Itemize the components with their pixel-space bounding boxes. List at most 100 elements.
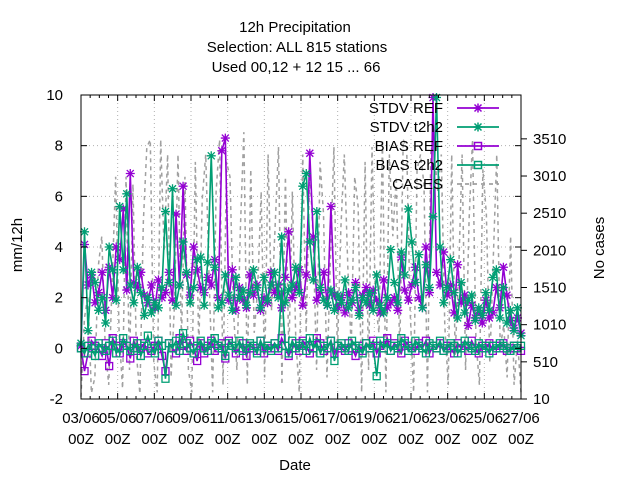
- x-tick-label-date: 23/06: [429, 410, 467, 427]
- legend: STDV REF STDV t2h2 BIAS REF BIAS t2h2 CASES: [369, 100, 499, 193]
- x-tick-label-date: 05/06: [99, 410, 137, 427]
- data-point: [273, 293, 283, 303]
- data-point: [199, 288, 209, 298]
- data-point: [164, 277, 174, 287]
- data-point: [221, 351, 230, 361]
- data-point: [375, 300, 385, 310]
- data-point: [432, 267, 442, 277]
- y-axis-label: mm/12h: [9, 218, 26, 272]
- data-point: [372, 270, 382, 280]
- data-point: [80, 227, 90, 237]
- data-point: [277, 232, 287, 242]
- data-point: [354, 344, 364, 353]
- data-point: [372, 372, 381, 381]
- data-point: [361, 283, 371, 293]
- data-point: [284, 285, 294, 295]
- data-point: [252, 349, 262, 358]
- data-point: [196, 283, 206, 293]
- data-point: [344, 303, 354, 313]
- y-tick-label: 6: [55, 188, 63, 205]
- data-point: [143, 331, 153, 340]
- data-point: [446, 280, 456, 290]
- data-point: [238, 295, 248, 305]
- data-point: [495, 313, 505, 323]
- data-point: [234, 293, 244, 303]
- data-point: [104, 262, 114, 272]
- data-point: [277, 303, 287, 313]
- data-point: [182, 267, 192, 277]
- data-point: [87, 267, 97, 277]
- legend-label: BIAS REF: [375, 138, 443, 155]
- data-point: [397, 334, 406, 343]
- data-point: [301, 270, 311, 280]
- data-point: [322, 300, 332, 310]
- x-tick-label-hour: 00Z: [471, 431, 497, 448]
- data-point: [168, 184, 178, 194]
- data-point: [421, 260, 431, 270]
- data-point: [171, 336, 181, 345]
- x-tick-label-hour: 00Z: [105, 431, 131, 448]
- data-point: [245, 288, 255, 298]
- data-point: [502, 290, 512, 300]
- data-point: [203, 257, 213, 267]
- data-point: [192, 265, 202, 275]
- data-point: [403, 204, 413, 214]
- data-point: [139, 310, 149, 320]
- data-point: [160, 207, 170, 217]
- data-point: [118, 265, 128, 275]
- data-point: [390, 341, 399, 350]
- data-point: [224, 290, 234, 300]
- data-point: [111, 295, 121, 305]
- data-point: [291, 344, 300, 353]
- data-point: [178, 237, 188, 247]
- data-point: [242, 344, 251, 353]
- data-point: [421, 242, 431, 252]
- data-point: [369, 341, 378, 350]
- x-tick-label-date: 13/06: [246, 410, 284, 427]
- data-point: [389, 293, 399, 303]
- data-point: [115, 201, 125, 211]
- data-point: [315, 283, 325, 293]
- data-point: [115, 344, 124, 353]
- data-point: [192, 255, 202, 265]
- data-point: [354, 310, 364, 320]
- data-point: [175, 280, 185, 290]
- data-point: [298, 181, 308, 191]
- data-point: [340, 275, 350, 285]
- data-point: [139, 290, 149, 300]
- data-point: [386, 298, 396, 308]
- data-point: [319, 341, 329, 350]
- data-point: [210, 262, 220, 272]
- title-line-2: Selection: ALL 815 stations: [207, 39, 387, 56]
- data-point: [132, 283, 142, 293]
- data-point: [203, 272, 213, 282]
- data-point: [428, 341, 438, 350]
- data-point: [460, 290, 470, 300]
- data-point: [467, 300, 477, 310]
- data-point: [217, 146, 227, 156]
- data-point: [308, 232, 318, 242]
- data-point: [284, 349, 293, 358]
- data-point: [329, 305, 339, 315]
- data-point: [403, 295, 413, 305]
- x-tick-label-hour: 00Z: [68, 431, 94, 448]
- data-point: [270, 339, 279, 348]
- data-point: [365, 344, 374, 353]
- data-point: [456, 298, 466, 308]
- x-tick-label-hour: 00Z: [141, 431, 167, 448]
- data-point: [90, 298, 100, 308]
- data-point: [393, 305, 403, 315]
- data-point: [474, 303, 484, 313]
- data-point: [206, 280, 216, 290]
- data-point: [351, 277, 361, 287]
- data-point: [248, 290, 258, 300]
- data-point: [516, 341, 526, 350]
- x-tick-label-hour: 00Z: [288, 431, 314, 448]
- data-point: [491, 265, 501, 275]
- legend-label: BIAS t2h2: [375, 157, 443, 174]
- data-point: [161, 374, 170, 383]
- data-point: [83, 280, 93, 290]
- data-point: [439, 247, 449, 257]
- data-point: [83, 326, 93, 336]
